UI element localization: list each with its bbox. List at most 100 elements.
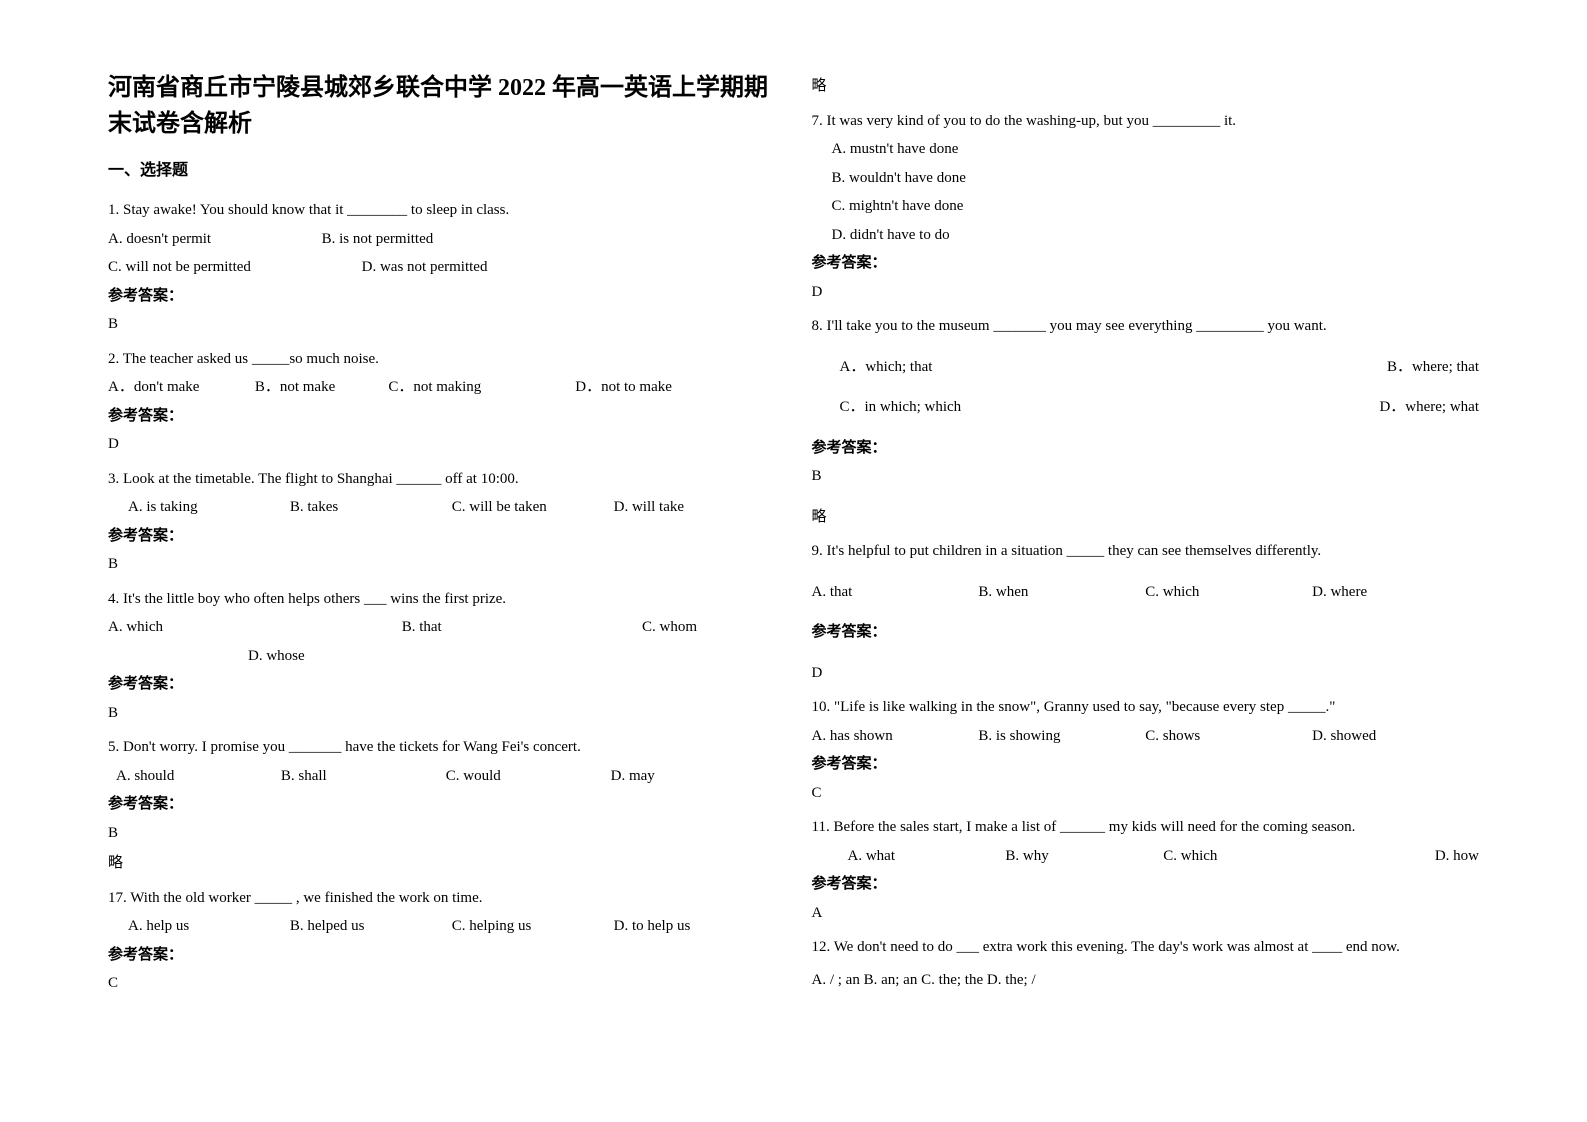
q5-opts: A. should B. shall C. would D. may xyxy=(108,762,776,791)
answer-label: 参考答案： xyxy=(812,750,1480,779)
q2-opts: A．don't make B．not make C．not making D．n… xyxy=(108,373,776,402)
q1-opt-a: A. doesn't permit xyxy=(108,225,322,254)
q10-opt-b: B. is showing xyxy=(978,722,1145,751)
q17-opt-b: B. helped us xyxy=(290,912,452,941)
q10-answer: C xyxy=(812,779,1480,808)
answer-label: 参考答案： xyxy=(108,402,776,431)
q8-note: 略 xyxy=(812,503,1480,532)
q3-opts: A. is taking B. takes C. will be taken D… xyxy=(108,493,776,522)
q9-opt-b: B. when xyxy=(978,578,1145,607)
q5-note: 略 xyxy=(108,849,776,878)
q4-answer: B xyxy=(108,699,776,728)
q2-stem: 2. The teacher asked us _____so much noi… xyxy=(108,345,776,374)
q4-opt-b: B. that xyxy=(402,613,642,642)
q4-opts-row1: A. which B. that C. whom xyxy=(108,613,776,642)
q7-answer: D xyxy=(812,278,1480,307)
q17-opt-c: C. helping us xyxy=(452,912,614,941)
q11-opts: A. what B. why C. which D. how xyxy=(812,842,1480,871)
q1-opt-b: B. is not permitted xyxy=(322,225,776,254)
q9-opt-c: C. which xyxy=(1145,578,1312,607)
q12-opts: A. / ; an B. an; an C. the; the D. the; … xyxy=(812,966,1480,995)
q2-opt-b: B．not make xyxy=(255,373,389,402)
q10-stem: 10. "Life is like walking in the snow", … xyxy=(812,693,1480,722)
q1-opt-d: D. was not permitted xyxy=(362,253,776,282)
q10-opt-c: C. shows xyxy=(1145,722,1312,751)
question-5: 5. Don't worry. I promise you _______ ha… xyxy=(108,733,776,878)
q4-opt-a: A. which xyxy=(108,613,402,642)
question-4: 4. It's the little boy who often helps o… xyxy=(108,585,776,728)
q4-opt-c: C. whom xyxy=(642,613,776,642)
question-3: 3. Look at the timetable. The flight to … xyxy=(108,465,776,579)
q9-opts: A. that B. when C. which D. where xyxy=(812,578,1480,607)
q10-opt-d: D. showed xyxy=(1312,722,1479,751)
q17-stem: 17. With the old worker _____ , we finis… xyxy=(108,884,776,913)
q5-opt-a: A. should xyxy=(116,762,281,791)
q8-answer: B xyxy=(812,462,1480,491)
top-note: 略 xyxy=(812,72,1480,101)
question-17: 17. With the old worker _____ , we finis… xyxy=(108,884,776,998)
q12-stem: 12. We don't need to do ___ extra work t… xyxy=(812,933,1480,962)
q3-opt-d: D. will take xyxy=(614,493,776,522)
q3-opt-a: A. is taking xyxy=(128,493,290,522)
q2-opt-d: D．not to make xyxy=(575,373,775,402)
question-9: 9. It's helpful to put children in a sit… xyxy=(812,537,1480,687)
answer-label: 参考答案： xyxy=(812,618,1480,647)
q9-opt-a: A. that xyxy=(812,578,979,607)
q7-opt-c: C. mightn't have done xyxy=(812,192,1480,221)
q8-opts-row1: A．which; that B．where; that xyxy=(812,353,1480,382)
q11-opt-b: B. why xyxy=(1005,842,1163,871)
q1-opts-row2: C. will not be permitted D. was not perm… xyxy=(108,253,776,282)
answer-label: 参考答案： xyxy=(108,670,776,699)
q9-answer: D xyxy=(812,659,1480,688)
section-heading: 一、选择题 xyxy=(108,156,776,186)
q2-opt-c: C．not making xyxy=(388,373,575,402)
q17-opt-a: A. help us xyxy=(128,912,290,941)
answer-label: 参考答案： xyxy=(812,434,1480,463)
q11-opt-a: A. what xyxy=(848,842,1006,871)
q9-stem: 9. It's helpful to put children in a sit… xyxy=(812,537,1480,566)
question-1: 1. Stay awake! You should know that it _… xyxy=(108,196,776,339)
question-11: 11. Before the sales start, I make a lis… xyxy=(812,813,1480,927)
q17-opts: A. help us B. helped us C. helping us D.… xyxy=(108,912,776,941)
answer-label: 参考答案： xyxy=(108,790,776,819)
q11-stem: 11. Before the sales start, I make a lis… xyxy=(812,813,1480,842)
question-8: 8. I'll take you to the museum _______ y… xyxy=(812,312,1480,531)
q7-stem: 7. It was very kind of you to do the was… xyxy=(812,107,1480,136)
q4-opt-d: D. whose xyxy=(108,642,776,671)
q7-opt-b: B. wouldn't have done xyxy=(812,164,1480,193)
q7-opt-a: A. mustn't have done xyxy=(812,135,1480,164)
right-column: 略 7. It was very kind of you to do the w… xyxy=(794,70,1498,1072)
left-column: 河南省商丘市宁陵县城郊乡联合中学 2022 年高一英语上学期期末试卷含解析 一、… xyxy=(90,70,794,1072)
q7-opt-d: D. didn't have to do xyxy=(812,221,1480,250)
q1-opt-c: C. will not be permitted xyxy=(108,253,362,282)
q2-opt-a: A．don't make xyxy=(108,373,255,402)
q17-opt-d: D. to help us xyxy=(614,912,776,941)
q17-answer: C xyxy=(108,969,776,998)
question-12: 12. We don't need to do ___ extra work t… xyxy=(812,933,1480,994)
question-10: 10. "Life is like walking in the snow", … xyxy=(812,693,1480,807)
q5-answer: B xyxy=(108,819,776,848)
q3-opt-b: B. takes xyxy=(290,493,452,522)
q8-opt-a: A．which; that xyxy=(840,353,1160,382)
q8-stem: 8. I'll take you to the museum _______ y… xyxy=(812,312,1480,341)
answer-label: 参考答案： xyxy=(108,522,776,551)
q11-answer: A xyxy=(812,899,1480,928)
q1-answer: B xyxy=(108,310,776,339)
q3-opt-c: C. will be taken xyxy=(452,493,614,522)
document-title: 河南省商丘市宁陵县城郊乡联合中学 2022 年高一英语上学期期末试卷含解析 xyxy=(108,70,776,142)
q9-opt-d: D. where xyxy=(1312,578,1479,607)
q11-opt-d: D. how xyxy=(1321,842,1479,871)
question-7: 7. It was very kind of you to do the was… xyxy=(812,107,1480,307)
q1-opts-row1: A. doesn't permit B. is not permitted xyxy=(108,225,776,254)
q3-answer: B xyxy=(108,550,776,579)
question-2: 2. The teacher asked us _____so much noi… xyxy=(108,345,776,459)
q11-opt-c: C. which xyxy=(1163,842,1321,871)
answer-label: 参考答案： xyxy=(812,870,1480,899)
q8-opt-b: B．where; that xyxy=(1159,353,1479,382)
answer-label: 参考答案： xyxy=(108,282,776,311)
q2-answer: D xyxy=(108,430,776,459)
q5-opt-c: C. would xyxy=(446,762,611,791)
q4-stem: 4. It's the little boy who often helps o… xyxy=(108,585,776,614)
answer-label: 参考答案： xyxy=(812,249,1480,278)
q5-stem: 5. Don't worry. I promise you _______ ha… xyxy=(108,733,776,762)
